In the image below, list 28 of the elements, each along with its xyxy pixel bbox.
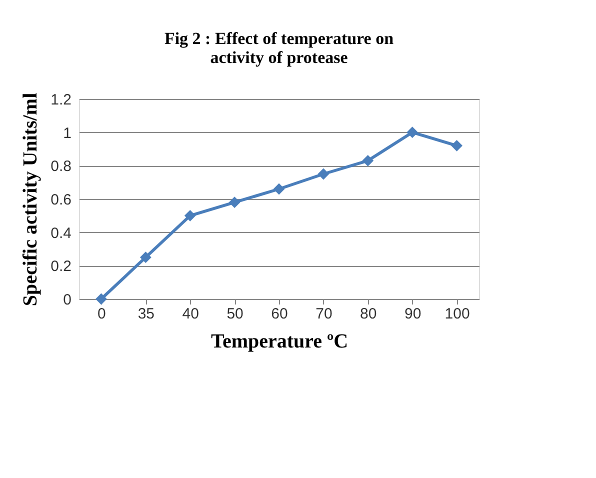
point <box>362 154 374 166</box>
x-tick-label: 35 <box>138 306 155 322</box>
x-tick-label: 40 <box>182 306 199 322</box>
point <box>451 140 462 152</box>
y-tick-label: 0.4 <box>50 224 72 242</box>
y-tick-label: 0 <box>63 292 72 308</box>
x-tick-label: 80 <box>360 306 377 322</box>
point <box>273 183 285 195</box>
y-axis-title: Specific activity Units/ml <box>20 92 42 306</box>
x-axis-title: Temperature ºC <box>210 330 348 352</box>
point <box>318 168 330 180</box>
x-tick-label: 0 <box>98 306 106 322</box>
point <box>228 196 240 208</box>
x-tick-label: 60 <box>271 306 288 322</box>
y-tick-label: 0.8 <box>50 158 72 176</box>
x-tick-label: 70 <box>316 306 332 322</box>
y-tick-label: 0.6 <box>50 192 72 208</box>
y-tick-label: 1.2 <box>50 92 72 108</box>
point <box>184 210 196 222</box>
point <box>140 252 152 264</box>
chart-title: Fig 2 : Effect of temperature on activity of protease <box>164 29 394 67</box>
x-tick-label: 50 <box>226 306 244 322</box>
x-tick-label: 90 <box>404 306 422 322</box>
y-tick-label: 1 <box>63 124 72 142</box>
point <box>96 293 107 305</box>
x-tick-label: 100 <box>444 306 470 322</box>
y-tick-label: 0.2 <box>50 258 72 276</box>
point <box>406 126 418 138</box>
